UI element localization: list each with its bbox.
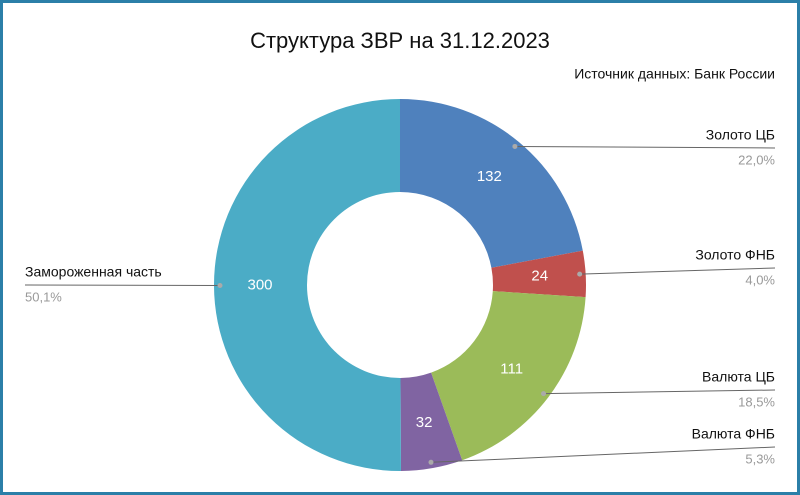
leader-line — [579, 267, 776, 275]
leader-dot — [512, 143, 518, 149]
leader-line — [514, 145, 776, 149]
percent-label: 5,3% — [745, 451, 775, 466]
leader-dot — [577, 271, 583, 277]
value-label: 300 — [247, 276, 272, 293]
category-label: Золото ФНБ — [695, 247, 775, 263]
percent-label: 22,0% — [738, 152, 775, 167]
category-label: Замороженная часть — [25, 264, 162, 280]
category-label: Валюта ФНБ — [692, 426, 775, 442]
value-label: 24 — [531, 268, 548, 285]
slice — [213, 98, 401, 472]
slice — [400, 99, 583, 268]
value-label: 32 — [416, 414, 433, 431]
chart-title: Структура ЗВР на 31.12.2023 — [250, 28, 550, 53]
leader-line — [543, 389, 776, 395]
source: Источник данных: Банк России — [574, 66, 775, 82]
leader-dot — [541, 391, 547, 397]
value-label: 132 — [477, 168, 502, 185]
category-label: Золото ЦБ — [706, 127, 775, 143]
percent-label: 50,1% — [25, 289, 62, 304]
slice — [491, 250, 586, 298]
value-label: 111 — [500, 360, 523, 377]
leader-dot — [428, 459, 434, 465]
percent-label: 18,5% — [738, 394, 775, 409]
category-label: Валюта ЦБ — [702, 369, 775, 385]
slice — [400, 372, 463, 471]
slice — [431, 291, 586, 461]
leader-dot — [217, 282, 223, 288]
leader-line — [430, 446, 776, 463]
percent-label: 4,0% — [745, 272, 775, 287]
